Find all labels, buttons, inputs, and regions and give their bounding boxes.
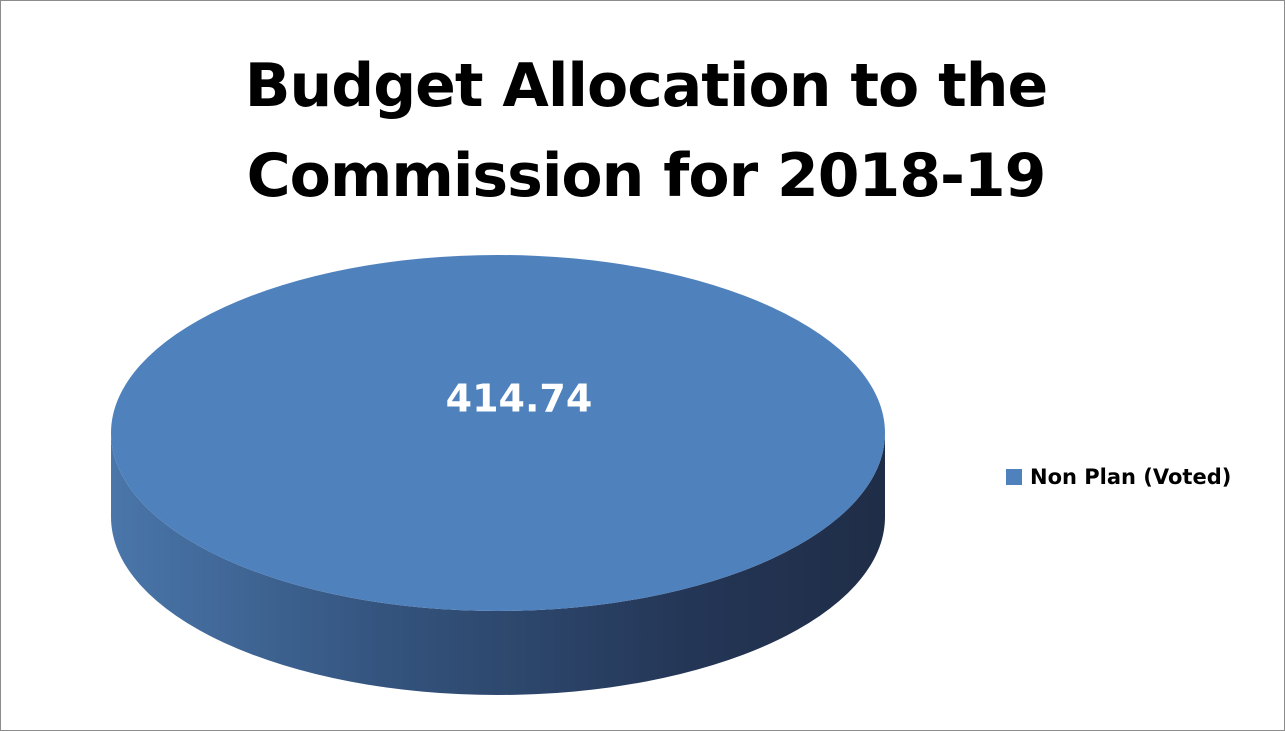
data-label-non-plan-voted: 414.74 [446,377,593,421]
chart-title: Budget Allocation to the Commission for … [131,41,1161,221]
pie-slice-non-plan-voted [111,255,885,611]
pie-slice-side-non-plan-voted [111,433,885,695]
chart-title-line-2: Commission for 2018-19 [246,141,1047,211]
legend-label-non-plan-voted: Non Plan (Voted) [1030,465,1232,489]
legend-swatch-non-plan-voted [1006,469,1022,485]
legend: Non Plan (Voted) [1006,461,1231,493]
chart-title-line-1: Budget Allocation to the [244,51,1048,121]
